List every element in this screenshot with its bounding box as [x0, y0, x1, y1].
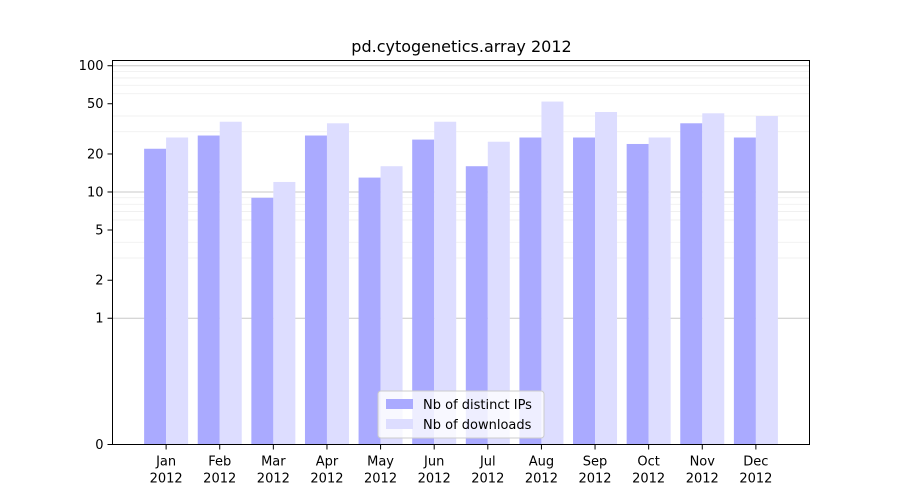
bar-distinct-ips: [465, 166, 488, 445]
x-tick-label-year: 2012: [632, 472, 665, 487]
x-tick-label-month: Sep: [583, 455, 608, 470]
x-tick-label-month: Oct: [637, 455, 659, 470]
legend-swatch: [386, 419, 413, 429]
y-tick-label: 20: [87, 147, 104, 162]
bar-distinct-ips: [144, 148, 167, 445]
x-tick-label-month: Apr: [316, 455, 339, 470]
legend-label: Nb of downloads: [423, 418, 532, 433]
x-tick-label-month: Jul: [479, 455, 496, 470]
bar-downloads: [273, 181, 296, 445]
bar-downloads: [648, 137, 671, 445]
x-tick-label-year: 2012: [739, 472, 772, 487]
bar-distinct-ips: [733, 137, 756, 445]
x-tick-label-month: May: [367, 455, 394, 470]
legend-label: Nb of distinct IPs: [423, 398, 532, 413]
x-tick-label-year: 2012: [418, 472, 451, 487]
y-tick-label: 2: [95, 274, 103, 289]
bars: [144, 101, 778, 445]
x-tick-label-year: 2012: [203, 472, 236, 487]
x-tick-label-month: Jun: [423, 455, 444, 470]
bar-downloads: [595, 112, 618, 445]
bar-downloads: [702, 113, 725, 445]
bar-downloads: [487, 141, 510, 445]
bar-distinct-ips: [304, 135, 327, 445]
bar-distinct-ips: [412, 139, 435, 445]
bar-distinct-ips: [251, 197, 274, 445]
x-tick-label-month: Dec: [743, 455, 768, 470]
bar-downloads: [541, 101, 564, 445]
x-tick-label-year: 2012: [310, 472, 343, 487]
bar-distinct-ips: [626, 143, 649, 445]
x-tick-label-year: 2012: [525, 472, 558, 487]
plot-frame: [112, 60, 810, 445]
bar-downloads: [380, 166, 403, 445]
bar-downloads: [166, 137, 189, 445]
x-tick-label-year: 2012: [257, 472, 290, 487]
x-tick-label-month: Feb: [208, 455, 231, 470]
y-tick-label: 50: [87, 97, 104, 112]
legend-box: [377, 390, 545, 439]
y-tick-label: 100: [79, 59, 104, 74]
x-tick-label-year: 2012: [364, 472, 397, 487]
x-axis: Jan 2012 Feb 2012 Mar 2012 Apr 2012 May 2012 Jun 20…: [150, 444, 772, 487]
legend-swatch: [386, 399, 413, 409]
y-axis: 0 1 2 5 10 20 50 100: [79, 59, 113, 453]
y-tick-label: 10: [87, 185, 104, 200]
bar-downloads: [219, 121, 242, 445]
bar-distinct-ips: [573, 137, 596, 445]
y-tick-label: 5: [95, 223, 103, 238]
x-tick-label-month: Jan: [155, 455, 176, 470]
x-tick-label-year: 2012: [471, 472, 504, 487]
bar-downloads: [434, 121, 457, 445]
y-tick-label: 1: [95, 312, 103, 327]
bar-distinct-ips: [197, 135, 220, 445]
legend: Nb of distinct IPs Nb of downloads: [377, 390, 545, 439]
x-tick-label-year: 2012: [578, 472, 611, 487]
x-tick-label-year: 2012: [686, 472, 719, 487]
x-tick-label-year: 2012: [150, 472, 183, 487]
bar-distinct-ips: [680, 123, 703, 445]
bar-downloads: [326, 123, 349, 445]
chart-title: pd.cytogenetics.array 2012: [351, 37, 571, 56]
bar-downloads: [755, 115, 778, 445]
x-tick-label-month: Mar: [261, 455, 286, 470]
x-tick-label-month: Nov: [690, 455, 716, 470]
bar-distinct-ips: [358, 177, 381, 445]
bar-distinct-ips: [519, 137, 542, 445]
x-tick-label-month: Aug: [529, 455, 554, 470]
y-tick-label: 0: [95, 438, 103, 453]
